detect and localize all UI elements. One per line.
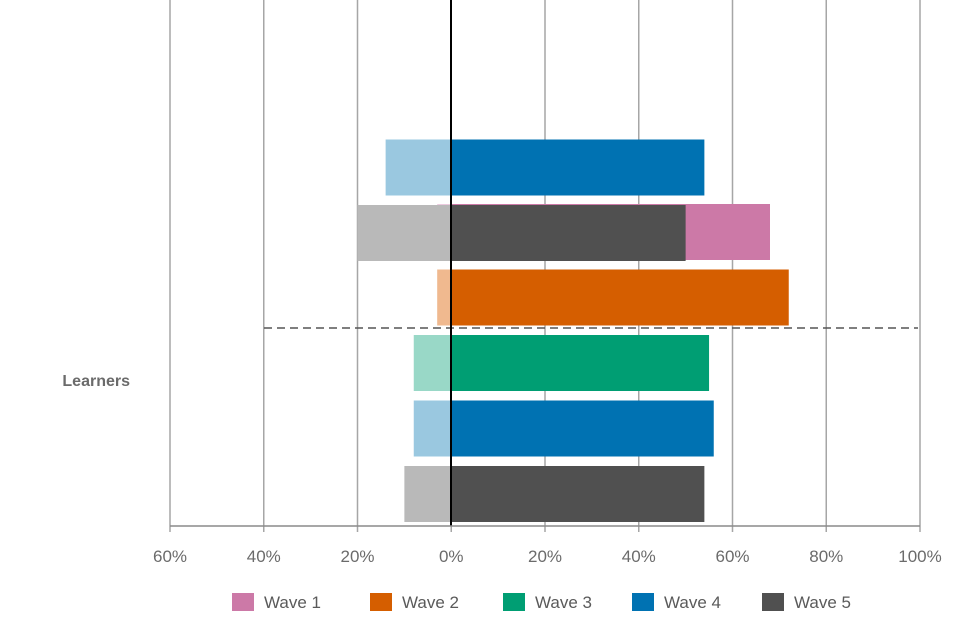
legend-swatch	[503, 593, 525, 611]
x-tick-label: 20%	[528, 547, 562, 566]
legend: Wave 1 Wave 2 Wave 3 Wave 4 Wave 5	[232, 593, 851, 612]
bar-negative	[357, 205, 452, 261]
category-label: Learners	[62, 373, 130, 390]
bars	[357, 139, 789, 522]
bar-negative	[404, 466, 452, 522]
legend-label: Wave 3	[535, 593, 592, 612]
x-tick-label: 60%	[715, 547, 749, 566]
x-tick-label: 60%	[153, 547, 187, 566]
bar-positive	[451, 269, 789, 326]
bar-negative	[413, 335, 452, 391]
bar-positive	[451, 335, 710, 391]
x-tick-label: 0%	[439, 547, 464, 566]
legend-label: Wave 1	[264, 593, 321, 612]
bar-positive	[451, 400, 714, 457]
bar-positive	[451, 205, 686, 261]
legend-label: Wave 4	[664, 593, 721, 612]
x-axis-ticks: 60% 40% 20% 0% 20% 40% 60% 80% 100%	[153, 547, 942, 566]
bar-negative	[437, 269, 452, 326]
legend-label: Wave 2	[402, 593, 459, 612]
bar-positive	[451, 466, 705, 522]
x-tick-label: 40%	[247, 547, 281, 566]
x-tick-label: 80%	[809, 547, 843, 566]
x-tick-label: 40%	[622, 547, 656, 566]
legend-swatch	[762, 593, 784, 611]
bar-positive	[451, 139, 705, 196]
x-tick-label: 100%	[898, 547, 941, 566]
legend-swatch	[632, 593, 654, 611]
legend-swatch	[370, 593, 392, 611]
legend-swatch	[232, 593, 254, 611]
x-tick-label: 20%	[340, 547, 374, 566]
bar-negative	[413, 400, 452, 457]
bar-negative	[385, 139, 452, 196]
legend-label: Wave 5	[794, 593, 851, 612]
